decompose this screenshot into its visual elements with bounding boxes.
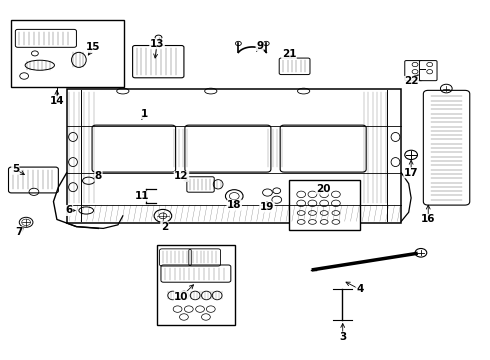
- Text: 6: 6: [66, 206, 73, 216]
- Text: 18: 18: [227, 200, 242, 210]
- Text: 19: 19: [260, 202, 274, 212]
- Text: 7: 7: [16, 227, 23, 237]
- FancyBboxPatch shape: [405, 60, 422, 81]
- FancyBboxPatch shape: [419, 60, 437, 81]
- Text: 3: 3: [339, 332, 346, 342]
- Text: 14: 14: [49, 96, 64, 106]
- FancyBboxPatch shape: [11, 21, 124, 87]
- Text: 16: 16: [421, 215, 436, 224]
- Text: 15: 15: [86, 42, 101, 52]
- FancyBboxPatch shape: [187, 177, 214, 192]
- Text: 9: 9: [256, 41, 263, 50]
- Text: 20: 20: [316, 184, 330, 194]
- Text: 21: 21: [282, 49, 296, 59]
- Text: 2: 2: [161, 222, 168, 231]
- Text: 12: 12: [174, 171, 189, 181]
- Text: 5: 5: [12, 164, 19, 174]
- Text: 1: 1: [141, 109, 148, 119]
- FancyBboxPatch shape: [279, 58, 310, 75]
- Text: 17: 17: [404, 168, 418, 178]
- FancyBboxPatch shape: [289, 180, 360, 230]
- FancyBboxPatch shape: [157, 244, 235, 325]
- Text: 10: 10: [174, 292, 189, 302]
- Text: 4: 4: [356, 284, 364, 294]
- Text: 13: 13: [150, 39, 164, 49]
- Text: 8: 8: [95, 171, 102, 181]
- Text: 22: 22: [404, 76, 418, 86]
- Text: 11: 11: [135, 191, 149, 201]
- FancyBboxPatch shape: [133, 45, 184, 78]
- FancyBboxPatch shape: [423, 90, 470, 205]
- FancyBboxPatch shape: [8, 167, 58, 193]
